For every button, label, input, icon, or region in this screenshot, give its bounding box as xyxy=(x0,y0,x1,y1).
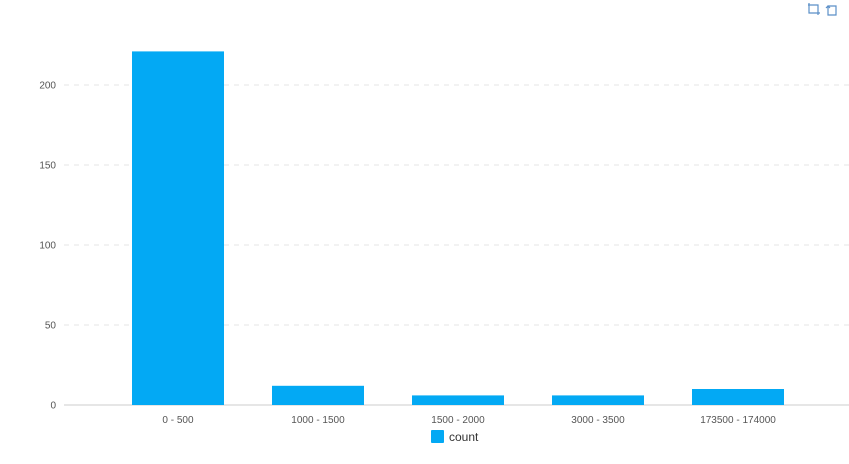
y-tick-label: 200 xyxy=(39,81,56,92)
chart-toolbar xyxy=(807,2,839,16)
x-tick-label: 1000 - 1500 xyxy=(291,415,345,426)
x-tick-label: 173500 - 174000 xyxy=(700,415,776,426)
y-tick-label: 150 xyxy=(39,161,56,172)
bar[interactable] xyxy=(132,51,224,406)
x-tick-label: 1500 - 2000 xyxy=(431,415,485,426)
x-axis-ticks: 0 - 500 1000 - 1500 1500 - 2000 3000 - 3500… xyxy=(162,415,776,426)
bar[interactable] xyxy=(692,389,784,405)
y-tick-label: 0 xyxy=(50,401,56,412)
legend[interactable]: count xyxy=(431,430,479,444)
bar[interactable] xyxy=(272,385,364,405)
bars xyxy=(132,51,784,406)
zoom-reset-icon[interactable] xyxy=(825,2,839,16)
x-tick-label: 3000 - 3500 xyxy=(571,415,625,426)
bar[interactable] xyxy=(552,395,644,405)
zoom-area-icon[interactable] xyxy=(807,2,821,16)
y-tick-label: 50 xyxy=(45,321,57,332)
x-tick-label: 0 - 500 xyxy=(162,415,194,426)
y-tick-label: 100 xyxy=(39,241,56,252)
y-axis-ticks: 0 50 100 150 200 xyxy=(39,81,56,412)
legend-label[interactable]: count xyxy=(449,430,479,444)
bar[interactable] xyxy=(412,395,504,405)
legend-swatch[interactable] xyxy=(431,430,444,443)
